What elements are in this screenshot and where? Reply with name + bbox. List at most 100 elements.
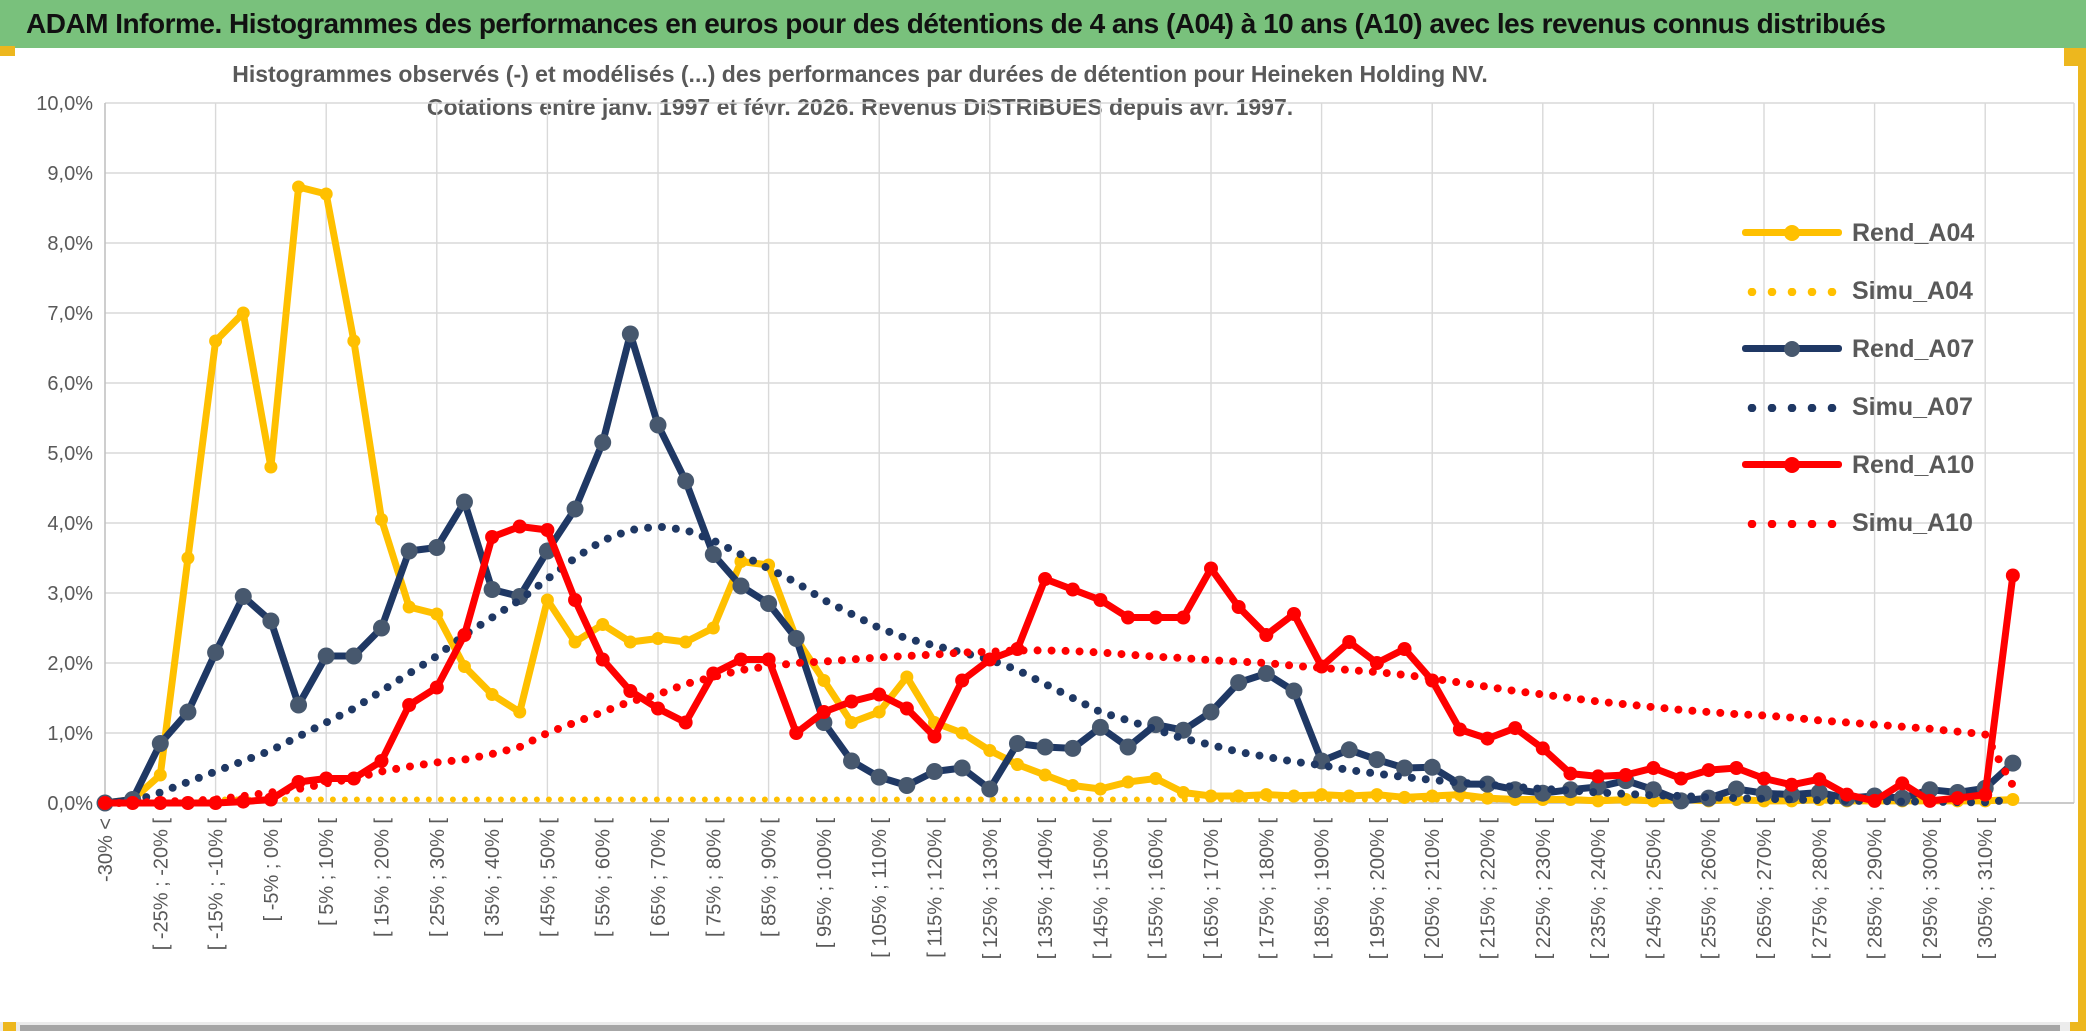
series-Rend_A04-marker (1121, 775, 1135, 789)
legend-item-simu-a04[interactable]: Simu_A04 (1742, 262, 1992, 320)
series-Rend_A07-marker (345, 647, 363, 665)
series-Rend_A04-marker (1010, 758, 1024, 771)
y-tick-label: 3,0% (47, 583, 93, 605)
series-Rend_A07-marker (1036, 738, 1054, 756)
histogram-chart: 0,0% 1,0% 2,0% 3,0% 4,0% 5,0% 6,0% 7,0% 8,0% 9,0%… (36, 93, 2075, 960)
series-Rend_A10-marker (512, 519, 527, 534)
legend-item-simu-a10[interactable]: Simu_A10 (1742, 494, 1992, 552)
series-Rend_A07-marker (1479, 775, 1496, 793)
series-Rend_A04-marker (872, 705, 886, 719)
series-Rend_A04-marker (734, 555, 748, 568)
series-Rend_A10-marker (1895, 776, 1910, 791)
series-Rend_A10-marker (955, 673, 970, 688)
series-Rend_A10-marker (651, 701, 665, 716)
x-tick-label: [ 95% ; 100% [ (814, 818, 836, 949)
x-tick-label: [ 225% ; 230% [ (1533, 818, 1555, 960)
series-Rend_A04-marker (1066, 779, 1080, 792)
x-tick-label: [ 275% ; 280% [ (1809, 818, 1831, 960)
series-Rend_A10-marker (595, 652, 610, 667)
series-Rend_A10-marker (733, 652, 748, 667)
series-Rend_A10-marker (568, 593, 583, 607)
series-Rend_A10-marker (1729, 761, 1744, 775)
scroll-up-button[interactable] (2064, 48, 2086, 66)
series-Rend_A10-marker (927, 729, 942, 744)
x-tick-label: [ 175% ; 180% [ (1256, 818, 1278, 960)
series-Rend_A04-marker (623, 635, 637, 649)
series-Rend_A07-marker (151, 735, 169, 752)
legend-swatch-rend-a04 (1742, 225, 1842, 241)
series-Rend_A07-marker (428, 539, 446, 556)
legend-item-simu-a07[interactable]: Simu_A07 (1742, 378, 1992, 436)
x-tick-label: [ 185% ; 190% [ (1312, 818, 1334, 960)
x-tick-label: [ 195% ; 200% [ (1367, 818, 1389, 960)
series-Rend_A10-marker (1535, 741, 1550, 756)
series-Rend_A04-marker (513, 705, 527, 719)
series-Rend_A04-marker (706, 621, 720, 635)
scroll-left-button[interactable] (3, 1022, 16, 1031)
y-tick-label: 6,0% (47, 373, 93, 395)
series-Rend_A07-marker (1340, 741, 1358, 759)
x-tick-label: [ 295% ; 300% [ (1920, 818, 1942, 960)
x-tick-label: -30% < (95, 818, 117, 882)
y-tick-label: 10,0% (36, 93, 93, 115)
series-Rend_A04-marker (568, 635, 582, 649)
series-Rend_A10-marker (678, 715, 693, 730)
x-tick-label: [ 115% ; 120% [ (925, 818, 947, 958)
series-Rend_A04-marker (402, 600, 416, 614)
series-Rend_A07-marker (677, 472, 695, 490)
x-tick-label: [ 125% ; 130% [ (980, 818, 1002, 960)
y-tick-label: 1,0% (47, 723, 93, 745)
series-Rend_A10-marker (540, 523, 555, 537)
series-Rend_A04-marker (430, 607, 444, 621)
legend-label: Simu_A07 (1852, 392, 1973, 421)
legend-item-rend-a10[interactable]: Rend_A10 (1742, 436, 1992, 494)
series-Rend_A07-marker (787, 630, 805, 647)
series-Rend_A10-marker (1176, 610, 1191, 625)
series-Rend_A04-line (101, 183, 2017, 807)
y-axis-labels: 0,0% 1,0% 2,0% 3,0% 4,0% 5,0% 6,0% 7,0% 8,0% 9,0%… (36, 93, 93, 815)
series-Rend_A04-marker (817, 674, 831, 687)
x-tick-label: [ 155% ; 160% [ (1146, 818, 1168, 960)
series-Rend_A04-marker (1093, 782, 1107, 796)
series-Rend_A04-marker (679, 635, 693, 649)
y-tick-label: 0,0% (47, 793, 93, 815)
series-Rend_A04-marker (292, 180, 306, 194)
series-Rend_A10-marker (816, 705, 831, 719)
series-Rend_A07-marker (621, 325, 639, 343)
x-tick-label: [ 55% ; 60% [ (593, 818, 615, 937)
series-Rend_A04-marker (347, 334, 361, 348)
legend-label: Rend_A10 (1852, 450, 1975, 479)
series-Rend_A10-marker (1978, 787, 1993, 802)
legend-swatch-simu-a07 (1742, 402, 1842, 412)
series-Rend_A10-marker (899, 701, 914, 716)
series-Rend_A04-marker (955, 726, 969, 740)
chart-title-line1: Histogrammes observés (-) et modélisés (… (232, 61, 1488, 87)
series-Rend_A10-marker (1618, 768, 1633, 782)
series-Rend_A04-marker (209, 334, 223, 348)
series-Rend_A10-marker (1591, 769, 1606, 784)
legend-label: Rend_A07 (1852, 334, 1975, 363)
series-Rend_A10-marker (1922, 793, 1937, 808)
series-Rend_A10-marker (1397, 642, 1412, 656)
vertical-scrollbar[interactable] (2078, 66, 2086, 1022)
legend-item-rend-a07[interactable]: Rend_A07 (1742, 320, 1992, 378)
chart-legend: Rend_A04 Simu_A04 Rend_A07 Simu_A07 Rend… (1742, 204, 1992, 552)
x-tick-label: [ 165% ; 170% [ (1201, 818, 1223, 960)
series-Rend_A10-marker (485, 530, 500, 544)
horizontal-scrollbar-thumb[interactable] (20, 1025, 2060, 1031)
legend-item-rend-a04[interactable]: Rend_A04 (1742, 204, 1992, 262)
series-Rend_A04-marker (264, 460, 278, 474)
series-Rend_A10-marker (429, 680, 444, 695)
y-tick-label: 9,0% (47, 163, 93, 185)
legend-label: Simu_A10 (1852, 508, 1973, 537)
title-bar: ADAM Informe. Histogrammes des performan… (0, 0, 2086, 48)
series-Rend_A10-marker (1093, 593, 1108, 607)
series-Rend_A10-marker (1950, 791, 1965, 806)
series-Rend_A10-marker (1065, 582, 1080, 597)
page-title: ADAM Informe. Histogrammes des performan… (26, 8, 1886, 39)
series-Rend_A10-marker (1784, 777, 1799, 792)
series-Rend_A07-marker (317, 647, 335, 665)
x-tick-label: [ 135% ; 140% [ (1035, 818, 1057, 960)
x-tick-label: [ 65% ; 70% [ (648, 818, 670, 937)
